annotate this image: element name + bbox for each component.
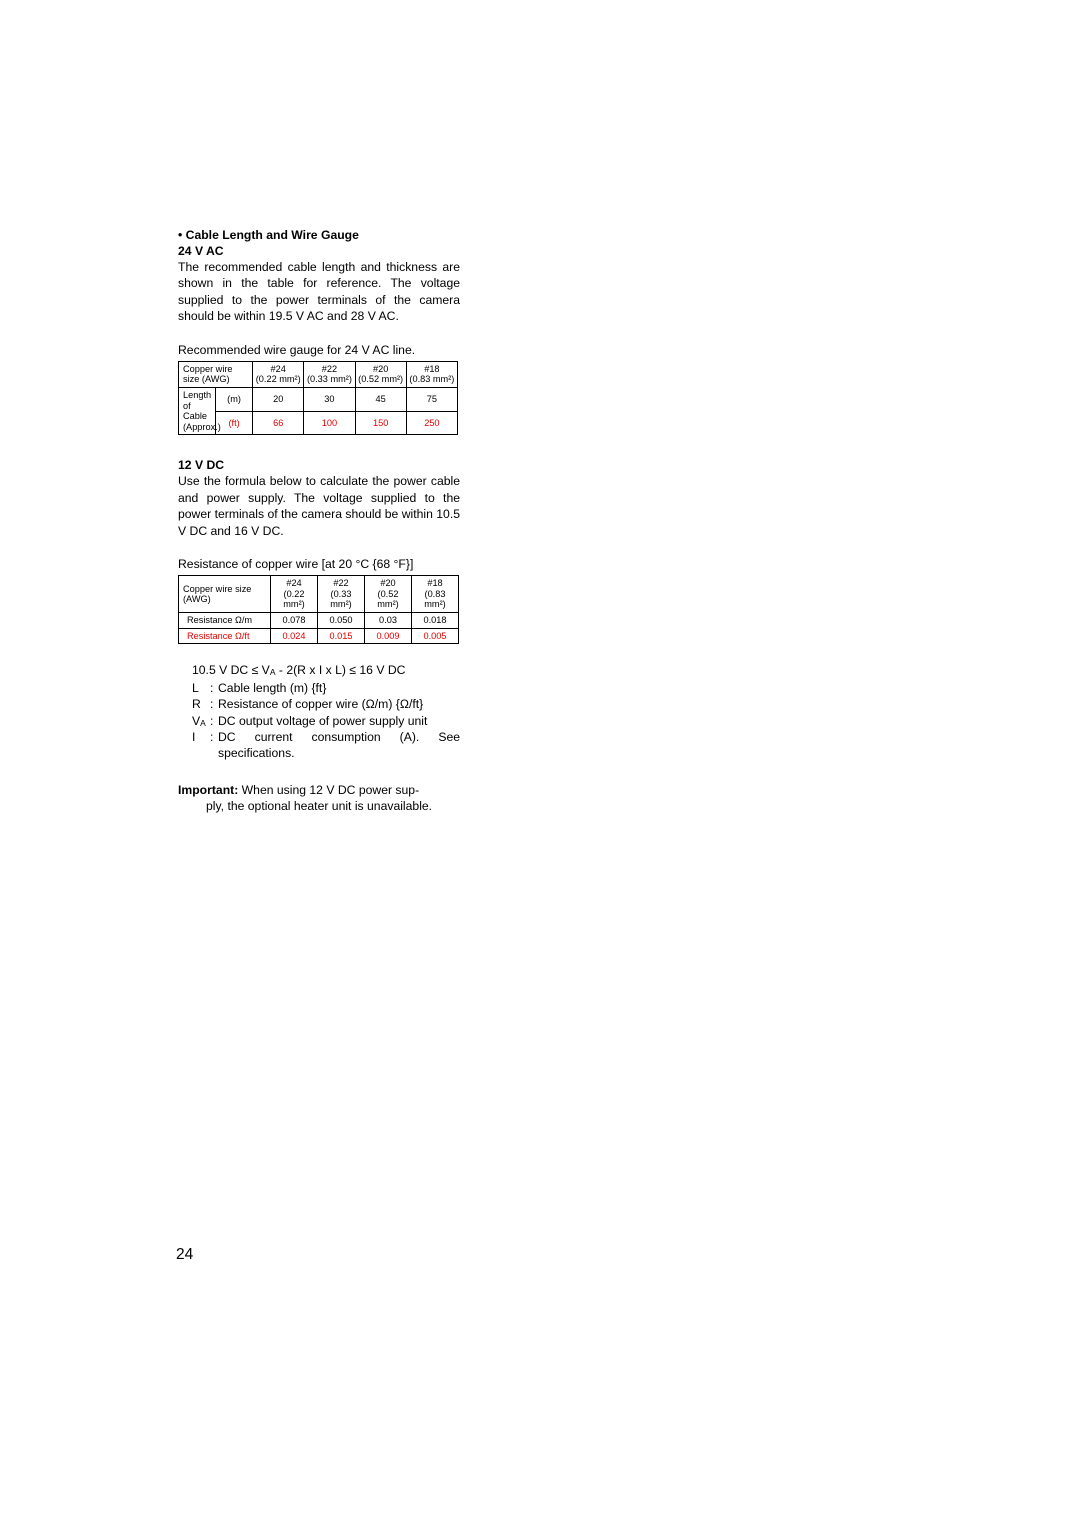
awg-0: #24 [271, 364, 286, 374]
dc-m-0: 0.078 [271, 612, 318, 628]
ac-m-1: 30 [304, 388, 355, 412]
ac-ft-2: 150 [355, 411, 406, 435]
ac-ft-0: 66 [253, 411, 304, 435]
dc-m-2: 0.03 [365, 612, 412, 628]
def-L: Cable length (m) {ft} [218, 680, 460, 696]
ac-paragraph: The recommended cable length and thickne… [178, 259, 460, 325]
ac-m-3: 75 [406, 388, 457, 412]
formula-line: 10.5 V DC ≤ VA - 2(R x I x L) ≤ 16 V DC [192, 662, 460, 678]
dc-ft-1: 0.015 [318, 628, 365, 644]
ac-title: 24 V AC [178, 244, 460, 258]
dc-ft-0: 0.024 [271, 628, 318, 644]
res-ft-label: Resistance Ω/ft [179, 628, 271, 644]
definitions-block: 10.5 V DC ≤ VA - 2(R x I x L) ≤ 16 V DC … [178, 662, 460, 762]
important-note: Important: When using 12 V DC power sup-… [178, 782, 460, 815]
dc-mm-2: (0.52 mm²) [377, 589, 398, 610]
dc-ft-2: 0.009 [365, 628, 412, 644]
dc-awg-1: #22 [333, 578, 348, 588]
res-m-label: Resistance Ω/m [179, 612, 271, 628]
def-sym-L: L [192, 680, 210, 696]
length-label: Length of Cable (Approx.) [179, 388, 216, 435]
awg-1: #22 [322, 364, 337, 374]
mm-0: (0.22 mm²) [256, 374, 301, 384]
dc-header-wire: Copper wire size (AWG) [179, 576, 271, 613]
page-number: 24 [176, 1246, 193, 1264]
dc-table-caption: Resistance of copper wire [at 20 °C {68 … [178, 557, 460, 571]
dc-mm-1: (0.33 mm²) [330, 589, 351, 610]
dc-ft-3: 0.005 [412, 628, 459, 644]
important-label: Important: [178, 783, 238, 797]
section-heading: • Cable Length and Wire Gauge [178, 228, 460, 242]
def-VA: DC output voltage of power supply unit [218, 713, 460, 729]
ac-ft-3: 250 [406, 411, 457, 435]
ac-table: Copper wire size (AWG) #24(0.22 mm²) #22… [178, 361, 458, 435]
dc-m-1: 0.050 [318, 612, 365, 628]
dc-awg-0: #24 [286, 578, 301, 588]
dc-awg-3: #18 [427, 578, 442, 588]
dc-awg-2: #20 [380, 578, 395, 588]
important-text-1: When using 12 V DC power sup- [242, 783, 419, 797]
mm-2: (0.52 mm²) [358, 374, 403, 384]
def-sym-R: R [192, 696, 210, 712]
awg-2: #20 [373, 364, 388, 374]
unit-ft: (ft) [216, 411, 253, 435]
important-text-cont: ply, the optional heater unit is unavail… [178, 798, 460, 814]
def-R: Resistance of copper wire (Ω/m) {Ω/ft} [218, 696, 460, 712]
ac-table-caption: Recommended wire gauge for 24 V AC line. [178, 343, 460, 357]
dc-mm-0: (0.22 mm²) [283, 589, 304, 610]
unit-m: (m) [216, 388, 253, 412]
def-I: DC current consumption (A). See specific… [218, 729, 460, 762]
ac-m-2: 45 [355, 388, 406, 412]
mm-3: (0.83 mm²) [409, 374, 454, 384]
mm-1: (0.33 mm²) [307, 374, 352, 384]
ac-m-0: 20 [253, 388, 304, 412]
dc-mm-3: (0.83 mm²) [424, 589, 445, 610]
ac-ft-1: 100 [304, 411, 355, 435]
awg-3: #18 [424, 364, 439, 374]
def-sym-I: I [192, 729, 210, 762]
def-sym-VA: VA [192, 713, 210, 729]
ac-header-wire: Copper wire size (AWG) [179, 361, 253, 387]
dc-m-3: 0.018 [412, 612, 459, 628]
dc-table: Copper wire size (AWG) #24(0.22 mm²) #22… [178, 575, 459, 644]
dc-paragraph: Use the formula below to calculate the p… [178, 473, 460, 539]
dc-title: 12 V DC [178, 458, 460, 472]
